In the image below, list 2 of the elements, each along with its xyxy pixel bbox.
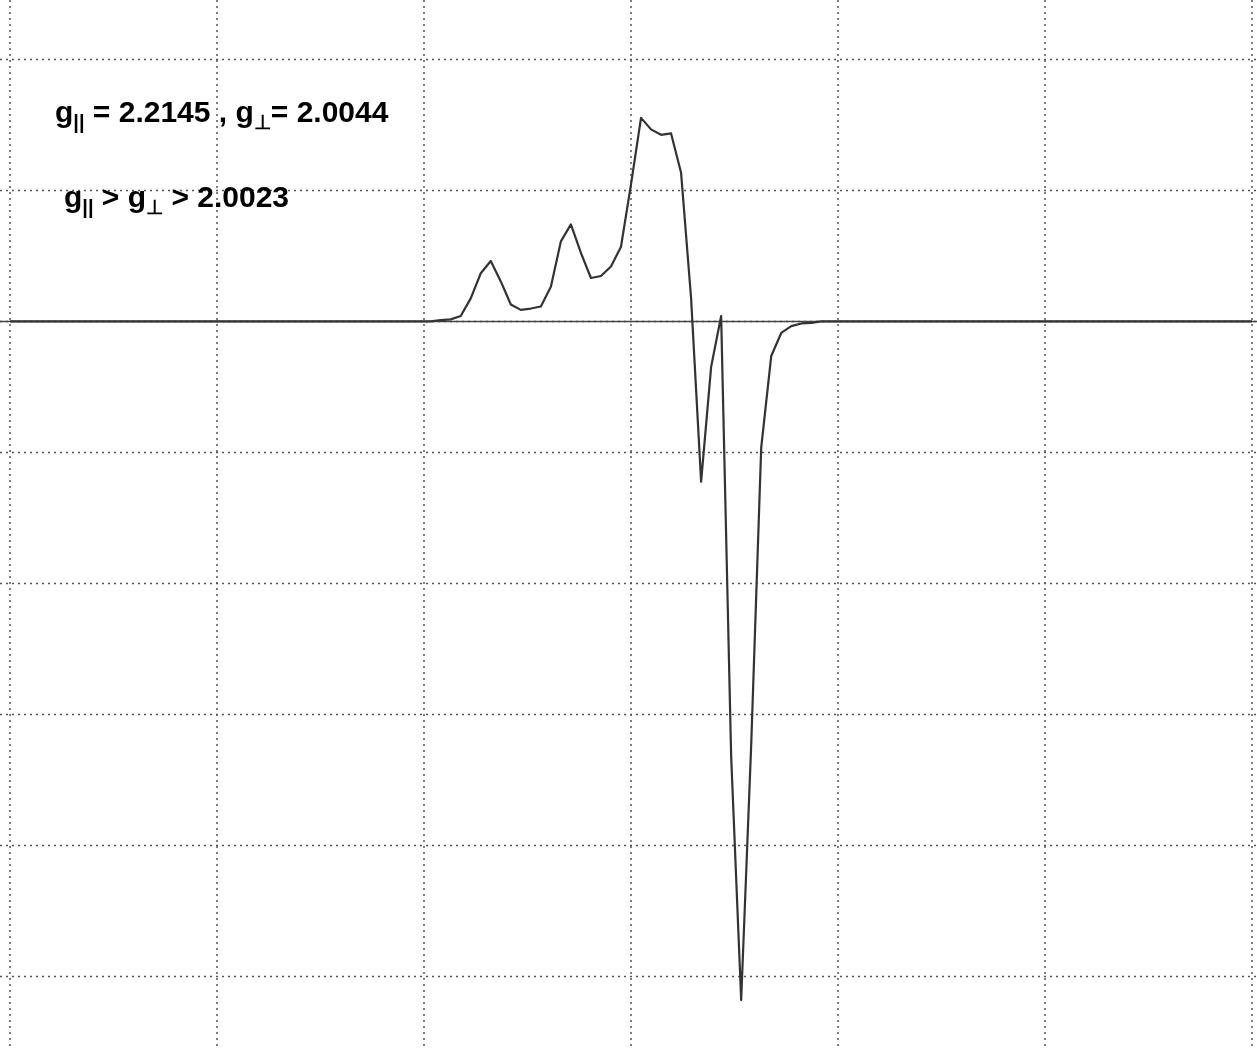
annotation: g$_{||}$ > g$_{⊥}$ > 2.0023: [64, 180, 289, 219]
annotation: g$_{||}$ = 2.2145 , g$_{⊥}$= 2.0044: [55, 95, 389, 134]
